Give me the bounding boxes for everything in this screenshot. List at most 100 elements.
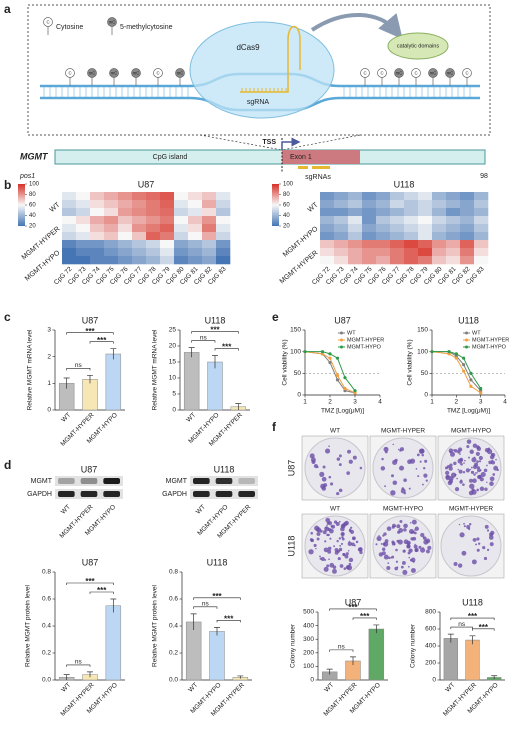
heatmap-cell: [202, 192, 217, 201]
blot-lane-label: WT: [195, 504, 207, 516]
site-label: mC: [447, 70, 454, 75]
y-tick-label: 150: [417, 327, 428, 334]
heatmap-cell: [62, 240, 77, 249]
y-tick-label: 300: [303, 636, 314, 643]
heatmap-cell: [174, 224, 189, 233]
colony: [351, 542, 355, 547]
colony: [489, 542, 494, 547]
colony: [406, 544, 411, 549]
y-tick-label: 150: [290, 327, 301, 334]
blot-band: [215, 478, 233, 484]
site-circle: [87, 68, 97, 78]
heatmap-cell: [446, 240, 461, 249]
colony: [473, 473, 476, 476]
chart-title: U87: [345, 597, 362, 607]
colony: [383, 446, 389, 452]
colony: [490, 453, 494, 456]
data-point: [469, 384, 473, 388]
heatmap-cell: [362, 200, 377, 209]
colony: [417, 475, 420, 478]
colony: [324, 540, 327, 543]
colorbar-label: 100: [29, 182, 40, 188]
colony: [346, 565, 353, 571]
data-point: [430, 350, 434, 354]
heatmap-cell: [320, 200, 335, 209]
bar: [368, 628, 385, 681]
heatmap-cell: [160, 240, 175, 249]
heatmap-cell: [174, 256, 189, 265]
colony: [395, 548, 398, 552]
y-tick-label: 0.6: [42, 596, 51, 603]
heatmap-cell: [460, 256, 475, 265]
colorbar-label: 60: [283, 203, 290, 209]
heatmap-cell: [376, 200, 391, 209]
y-axis-label: Colony number: [290, 623, 297, 668]
significance-bracket: [191, 331, 239, 334]
colony: [460, 479, 463, 482]
colony: [484, 524, 489, 529]
colony: [468, 490, 474, 496]
colony: [310, 457, 316, 463]
gene-bar: [54, 149, 486, 165]
blot-row-label: MGMT: [31, 478, 53, 485]
colony: [461, 550, 467, 556]
heatmap-cell: [460, 248, 475, 257]
heatmap-cell: [146, 200, 161, 209]
x-tick-label: WT: [60, 682, 72, 694]
heatmap-cell: [160, 192, 175, 201]
y-axis-label: Relative MGMT protein level: [25, 585, 32, 667]
significance-label: ns: [200, 334, 208, 341]
legend-label: MGMT-HYPO: [472, 344, 507, 350]
significance-label: ***: [348, 603, 358, 612]
heatmap-cell: [390, 224, 405, 233]
colony: [403, 523, 408, 529]
colony: [462, 471, 466, 474]
heatmap-cell: [446, 232, 461, 241]
heatmap-cell: [348, 200, 363, 209]
colony: [402, 569, 408, 575]
row-title: U87: [286, 460, 296, 477]
colony: [453, 461, 457, 466]
colony: [317, 529, 320, 532]
site-label: mC: [177, 70, 184, 75]
heatmap-cell: [362, 232, 377, 241]
blot-band: [103, 491, 120, 497]
heatmap-cell: [118, 192, 133, 201]
colony: [486, 481, 488, 484]
colony: [409, 458, 416, 464]
y-tick-label: 0.2: [169, 650, 178, 657]
heatmap-cell: [76, 216, 91, 225]
blot-row-label: GAPDH: [27, 491, 52, 498]
legend-swatch: [465, 331, 468, 335]
heatmap-cell: [118, 232, 133, 241]
colony: [445, 475, 450, 479]
colony: [359, 550, 363, 555]
cpg-island-label: CpG island: [153, 154, 188, 161]
y-tick-label: 5: [172, 391, 176, 398]
colony: [496, 468, 499, 472]
y-axis-label: Relative MGMT mRNA level: [27, 329, 34, 410]
heatmap-cell: [174, 192, 189, 201]
heatmap-cell: [474, 224, 489, 233]
colony: [456, 477, 458, 480]
colony: [416, 453, 420, 457]
colony: [468, 478, 473, 483]
colony: [390, 474, 395, 478]
colony: [316, 537, 320, 541]
heatmap-cell: [202, 248, 217, 257]
colony: [475, 543, 478, 546]
site-label: C: [465, 70, 468, 75]
y-tick-label: 0: [297, 392, 301, 399]
y-tick-label: 0.8: [42, 569, 51, 576]
error-bar: [491, 675, 498, 680]
legend-text: 5-methylcytosine: [120, 24, 173, 31]
colony: [410, 567, 416, 573]
blot-band: [80, 491, 98, 497]
heatmap-cell: [90, 256, 105, 265]
colony: [348, 562, 352, 566]
site-circle: [43, 17, 53, 27]
y-tick-label: 25: [169, 327, 177, 334]
error-bar: [87, 374, 93, 384]
heatmap-cell: [62, 200, 77, 209]
heatmap-cell: [132, 208, 147, 217]
